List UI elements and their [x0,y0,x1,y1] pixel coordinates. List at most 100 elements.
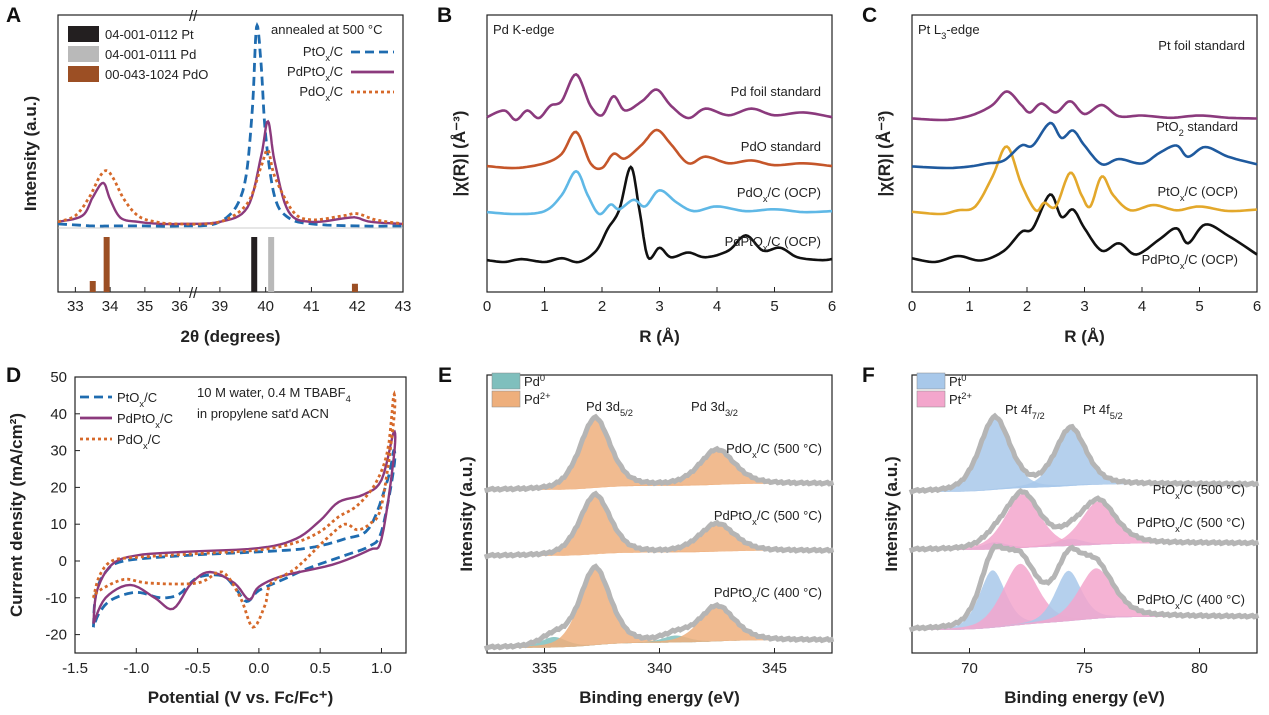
envelope-trace [483,490,835,560]
x-tick-label: 5 [770,298,778,315]
x-axis-label: R (Å) [1064,327,1105,346]
component-peak [912,501,1257,550]
series-line [486,72,833,122]
x-tick-label: 43 [395,298,412,315]
x-tick-label: 2 [598,298,606,315]
series-line [911,193,1258,264]
y-tick-label: -20 [45,627,67,644]
y-tick-label: 0 [59,553,67,570]
reference-legend-swatch [68,46,99,62]
x-tick-label: 3 [655,298,663,315]
x-tick-label: 34 [102,298,119,315]
legend-label: Pt0 [949,373,967,389]
reference-legend-swatch [68,66,99,82]
x-tick-label: 340 [647,660,672,677]
y-tick-label: 30 [50,443,67,460]
envelope-trace [908,412,1260,495]
envelope-trace [483,563,835,652]
panel-c: C 0 1 2 3 4 5 6 R (Å) |χ(R)| (Å⁻³) Pt L3-edge Pt fo… [862,4,1261,346]
plot-frame [57,14,404,293]
peak-label-4f52: Pt 4f5/2 [1083,402,1123,421]
y-tick-label: 20 [50,479,67,496]
series-line [57,148,404,226]
series-label: Pd foil standard [731,84,821,99]
trace-label: PdPtOx/C (500 °C) [1137,515,1245,534]
x-tick-label: 3 [1080,298,1088,315]
y-axis-label: Intensity (a.u.) [457,456,476,571]
panel-letter-e: E [438,364,452,387]
component-peak [912,563,1257,630]
x-axis-label: Potential (V vs. Fc/Fc⁺) [148,688,334,707]
trace-label: PdPtOx/C (400 °C) [714,585,822,604]
legend-label: PtOx/C [117,390,157,409]
reference-legend-label: 00-043-1024 PdO [105,67,208,82]
series-line [911,145,1258,216]
plot-frame [74,376,407,654]
component-peak [912,568,1257,630]
series-line [486,169,832,216]
x-tick-label: 345 [762,660,787,677]
axis-break-top: // [189,8,198,25]
envelope-trace [908,543,1260,633]
series-line [92,429,397,625]
panel-letter-a: A [6,4,21,27]
x-axis-label: Binding energy (eV) [1004,688,1165,707]
legend-swatch [916,390,946,408]
peak-label-4f72: Pt 4f7/2 [1005,402,1045,421]
legend-label: Pd0 [524,373,545,389]
x-tick-label: 335 [532,660,557,677]
series-line [57,22,404,228]
x-axis-label: Binding energy (eV) [579,688,740,707]
panel-letter-c: C [862,4,877,27]
x-axis-label: 2θ (degrees) [181,327,281,346]
panel-letter-d: D [6,364,21,387]
component-peak [487,494,832,556]
component-peak [912,494,1257,550]
x-tick-label: 1 [965,298,973,315]
series-line [92,390,397,629]
series-label: PdOx/C (OCP) [737,185,821,204]
y-axis-label: |χ(R)| (Å⁻³) [875,111,894,197]
panel-d: D -1.5 -1.0 -0.5 0.0 0.5 1.0 -20 -10 0 10 20 30 40 50 P… [6,364,407,707]
x-tick-label: 40 [257,298,274,315]
y-axis-label: Current density (mA/cm²) [7,413,26,617]
component-peak [487,606,832,648]
x-tick-label: -1.5 [62,660,88,677]
trace-label: PdOx/C (500 °C) [726,441,822,460]
envelope-trace [908,488,1260,554]
panel-letter-b: B [437,4,452,27]
y-tick-label: 40 [50,406,67,423]
series-legend-label: PdOx/C [299,84,343,103]
legend-swatch [491,372,521,390]
component-peak [487,449,832,490]
series-line [486,128,833,171]
component-peak [912,417,1257,492]
panel-f: F 70 75 80 Binding energy (eV) Intensity (a.u… [862,364,1260,707]
trace-label: PtOx/C (500 °C) [1153,482,1245,501]
edge-title: Pt L3-edge [918,22,980,41]
x-tick-label: 42 [349,298,366,315]
reference-bar [268,237,275,292]
x-tick-label: 80 [1191,660,1208,677]
y-tick-label: 10 [50,516,67,533]
series-label: PdO standard [741,139,821,154]
component-peak [487,568,832,648]
series-label: PdPtOx/C (OCP) [725,234,821,253]
x-tick-label: -1.0 [123,660,149,677]
x-tick-label: 70 [961,660,978,677]
reference-bar [89,281,96,292]
legend-swatch [916,372,946,390]
annealed-annotation: annealed at 500 °C [271,22,382,37]
series-label: PdPtOx/C (OCP) [1142,252,1238,271]
reference-legend-swatch [68,26,99,42]
series-line [911,121,1258,170]
y-axis-label: Intensity (a.u.) [21,96,40,211]
condition-annotation-line2: in propylene sat'd ACN [197,406,329,421]
series-legend-label: PtOx/C [303,44,343,63]
series-label: Pt foil standard [1158,38,1245,53]
reference-bar [351,283,358,292]
series-line [911,90,1257,122]
axis-break-bottom: // [189,285,198,302]
peak-label-3d32: Pd 3d3/2 [691,399,738,418]
